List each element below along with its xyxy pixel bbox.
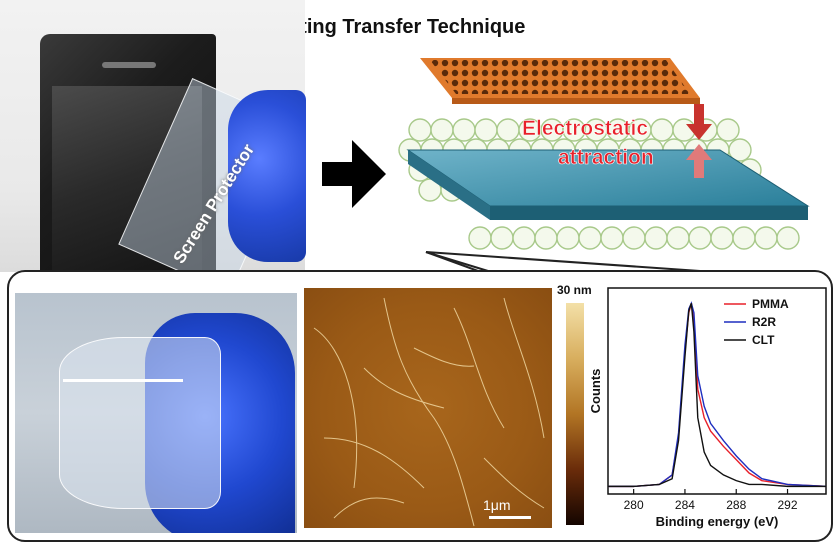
transparent-film [59,337,221,509]
smartphone [40,34,216,270]
electrostatic-label: Electrostatic [522,117,648,140]
phone-photo: Screen Protector [0,0,306,294]
attraction-label: attraction [558,146,654,169]
x-tick-label: 280 [624,498,644,512]
y-axis-label: Counts [588,369,603,414]
series-lines [608,301,827,488]
afm-image [304,288,552,528]
process-arrow-icon [322,140,386,208]
film-glare [63,379,183,382]
x-tick-label: 292 [778,498,798,512]
substrate-plate [406,149,810,220]
chart-legend: PMMA R2R CLT [724,297,789,347]
glove-hand [228,90,306,262]
legend-label-r2r: R2R [752,315,776,329]
series-line-clt [608,303,826,488]
attraction-arrows [686,104,712,178]
phone-speaker [102,62,156,68]
phone-screen [52,86,202,270]
xps-chart: 280 284 288 292 PMMA R2R CLT Binding energy (… [588,287,827,529]
x-tick-label: 288 [726,498,746,512]
legend-label-pmma: PMMA [752,297,789,311]
height-colorbar [566,303,584,525]
graphene-film [420,58,700,104]
afm-scale-bar [489,516,531,519]
callout-pointer [425,251,701,272]
plot-frame [607,287,827,495]
afm-wrinkles [313,297,545,527]
x-axis-label: Binding energy (eV) [656,514,779,529]
x-tick-label: 284 [675,498,695,512]
x-axis-ticks: 280 284 288 292 [624,489,798,512]
series-line-r2r [608,301,827,488]
legend-label-clt: CLT [752,333,775,347]
transferred-film-photo [15,293,297,533]
colorbar-label: 30 nm [557,283,592,297]
electrostatic-schematic: Electrostatic attraction [398,58,810,250]
afm-scale-label: 1μm [483,497,511,513]
